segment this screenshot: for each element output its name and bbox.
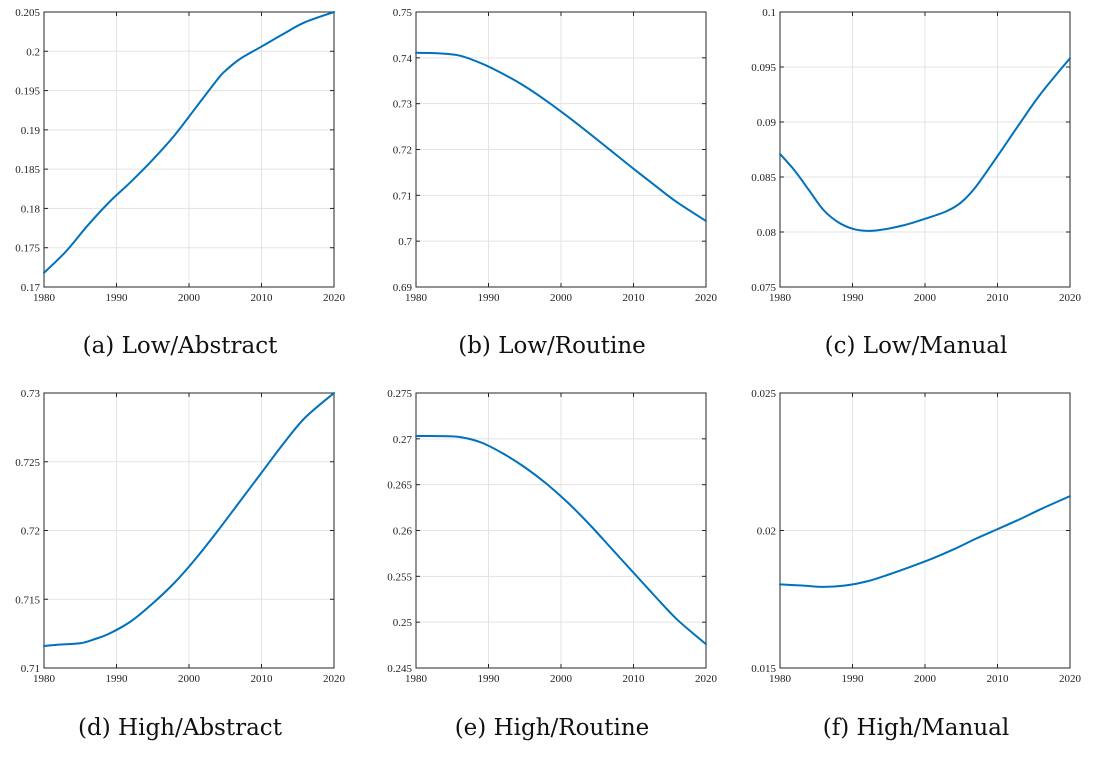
x-tick-label: 1990 [106,292,129,304]
x-tick-label: 2010 [251,292,274,304]
x-tick-label: 2000 [178,673,201,685]
series-line [43,392,335,647]
y-tick-label: 0.095 [751,62,776,74]
y-tick-label: 0.69 [393,282,413,294]
y-tick-label: 0.195 [15,86,40,98]
x-tick-label: 1980 [405,673,428,685]
y-tick-label: 0.18 [21,203,41,215]
panel-high-routine: 1980 1990 2000 2010 2020 0.245 0.25 0.255 0.26 0.… [372,381,732,762]
y-tick-label: 0.075 [751,282,776,294]
y-tick-label: 0.265 [387,480,412,492]
y-tick-label: 0.02 [757,526,776,538]
x-tick-label: 2020 [695,292,718,304]
series-line [415,435,707,646]
x-tick-label: 2020 [1059,673,1082,685]
x-tick-label: 1990 [842,292,865,304]
panel-low-abstract: 1980 1990 2000 2010 2020 0.17 0.175 0.18 0.185 0.… [0,0,360,381]
x-tick-label: 2000 [914,673,937,685]
x-tick-label: 1990 [478,673,501,685]
y-tick-label: 0.71 [21,663,40,675]
x-tick-label: 1980 [769,292,792,304]
y-tick-label: 0.205 [15,7,40,19]
chart-high-manual: 1980 1990 2000 2010 2020 0.015 0.02 0.025 [751,388,1082,685]
x-tick-label: 2000 [550,673,573,685]
panel-low-routine: 1980 1990 2000 2010 2020 0.69 0.7 0.71 0.72 0.73 0… [372,0,732,381]
y-tick-label: 0.26 [393,526,413,538]
x-tick-label: 2000 [178,292,201,304]
y-tick-label: 0.72 [393,145,412,157]
y-tick-label: 0.25 [393,617,413,629]
y-tick-label: 0.17 [21,282,41,294]
y-tick-label: 0.74 [393,53,413,65]
y-tick-label: 0.75 [393,7,413,19]
y-tick-label: 0.27 [393,434,413,446]
chart-high-abstract: 1980 1990 2000 2010 2020 0.71 0.715 0.72 0.725 0.… [15,388,346,685]
x-tick-label: 2000 [914,292,937,304]
caption-low-abstract: (a) Low/Abstract [82,333,278,359]
y-tick-label: 0.2 [26,46,40,58]
x-tick-label: 1980 [33,292,56,304]
y-tick-label: 0.725 [15,457,40,469]
x-tick-label: 2020 [1059,292,1082,304]
series-line [779,495,1071,588]
y-tick-label: 0.715 [15,594,40,606]
caption-high-manual: (f) High/Manual [822,715,1010,741]
series-line [779,57,1071,232]
x-tick-label: 1990 [842,673,865,685]
x-tick-label: 2020 [695,673,718,685]
caption-low-routine: (b) Low/Routine [458,333,646,359]
series-line [43,11,335,274]
y-tick-label: 0.025 [751,388,776,400]
chart-high-routine: 1980 1990 2000 2010 2020 0.245 0.25 0.255 0.26 0.… [387,388,718,685]
x-tick-label: 2020 [323,673,346,685]
y-tick-label: 0.1 [762,7,776,19]
y-tick-label: 0.08 [757,227,777,239]
y-tick-label: 0.175 [15,243,40,255]
series-line [415,51,707,222]
y-tick-label: 0.275 [387,388,412,400]
caption-high-abstract: (d) High/Abstract [78,715,282,741]
y-tick-label: 0.72 [21,526,40,538]
y-tick-label: 0.245 [387,663,412,675]
panel-high-manual: 1980 1990 2000 2010 2020 0.015 0.02 0.025 (f) H… [736,381,1096,762]
x-tick-label: 2000 [550,292,573,304]
y-tick-label: 0.09 [757,117,777,129]
y-tick-label: 0.085 [751,172,776,184]
y-tick-label: 0.71 [393,190,412,202]
x-tick-label: 2020 [323,292,346,304]
x-tick-label: 1980 [33,673,56,685]
x-tick-label: 2010 [987,292,1010,304]
y-tick-label: 0.73 [21,388,41,400]
x-tick-label: 2010 [987,673,1010,685]
x-tick-label: 2010 [623,292,646,304]
chart-low-manual: 1980 1990 2000 2010 2020 0.075 0.08 0.085 0.09 0.… [751,7,1082,304]
y-tick-label: 0.19 [21,125,41,137]
x-tick-label: 1980 [769,673,792,685]
y-tick-label: 0.255 [387,571,412,583]
y-tick-label: 0.015 [751,663,776,675]
x-tick-label: 1990 [478,292,501,304]
chart-low-abstract: 1980 1990 2000 2010 2020 0.17 0.175 0.18 0.185 0.… [15,7,346,304]
chart-low-routine: 1980 1990 2000 2010 2020 0.69 0.7 0.71 0.72 0.73 0… [393,7,718,304]
caption-low-manual: (c) Low/Manual [824,333,1008,359]
panel-high-abstract: 1980 1990 2000 2010 2020 0.71 0.715 0.72 0.725 0.… [0,381,360,762]
x-tick-label: 2010 [623,673,646,685]
y-tick-label: 0.7 [398,236,412,248]
panel-low-manual: 1980 1990 2000 2010 2020 0.075 0.08 0.085 0.09 0.… [736,0,1096,381]
caption-high-routine: (e) High/Routine [454,715,650,741]
x-tick-label: 1980 [405,292,428,304]
x-tick-label: 1990 [106,673,129,685]
y-tick-label: 0.73 [393,99,413,111]
x-tick-label: 2010 [251,673,274,685]
y-tick-label: 0.185 [15,164,40,176]
